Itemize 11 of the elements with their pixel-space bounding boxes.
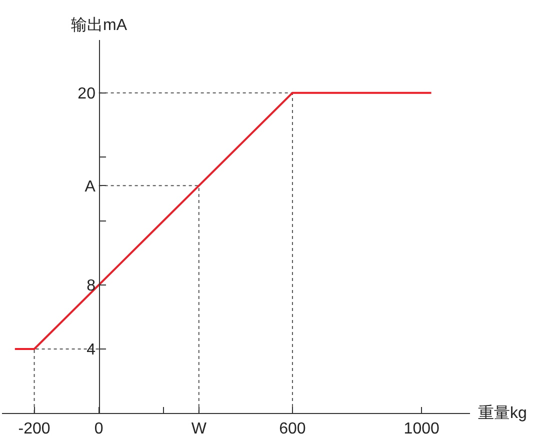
x-tick-label: 0 (94, 420, 104, 438)
x-tick-label: 1000 (404, 420, 440, 438)
y-tick-label: 20 (78, 85, 96, 102)
y-axis-title: 输出mA (71, 16, 128, 34)
x-tick-label: W (191, 420, 208, 438)
x-tick-label: -200 (18, 420, 50, 438)
y-tick-label: 4 (86, 342, 96, 359)
y-tick-label: 8 (86, 278, 96, 295)
x-tick-label: 600 (279, 420, 306, 438)
y-tick-label: A (84, 178, 96, 196)
x-axis-title: 重量kg (478, 404, 527, 422)
